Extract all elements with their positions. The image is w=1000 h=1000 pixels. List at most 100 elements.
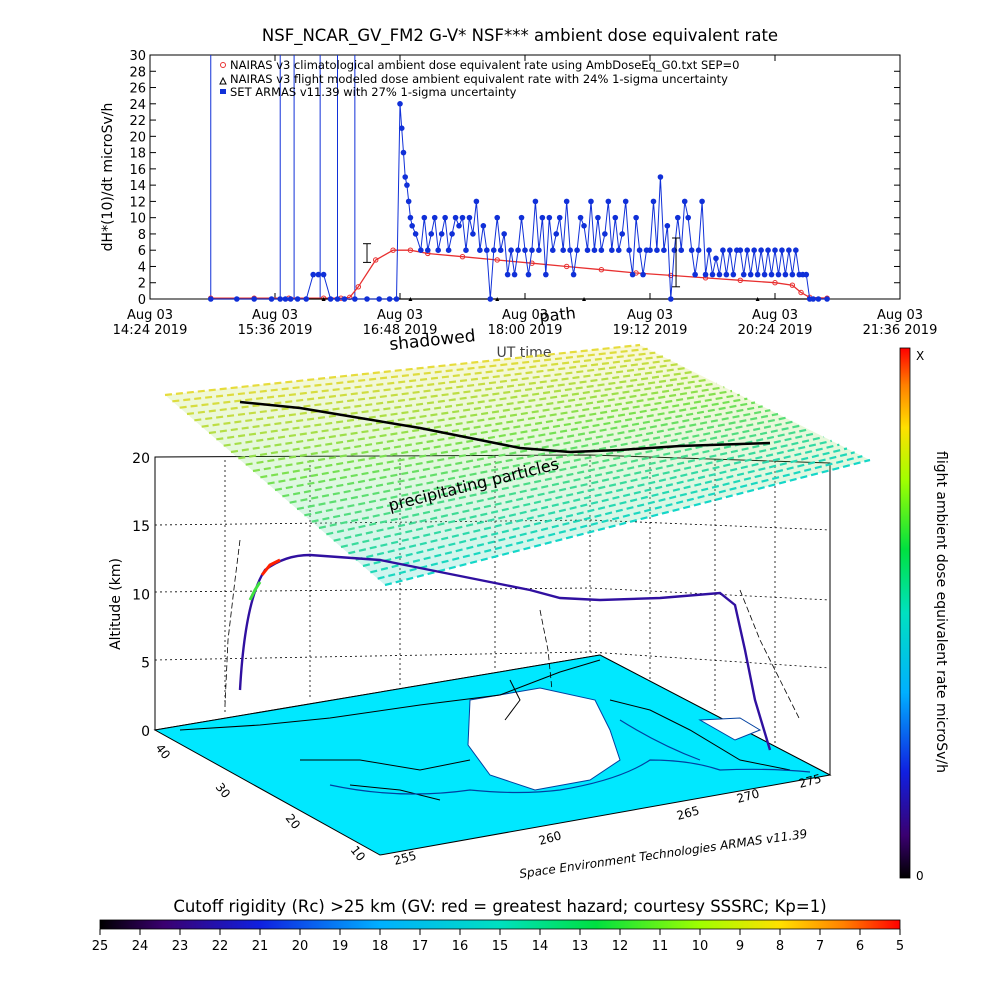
rigidity-tick-label: 10 — [692, 939, 709, 954]
colorbar-label: flight ambient dose equivalent rate micr… — [933, 451, 949, 773]
series-point-armas — [529, 247, 535, 253]
series-point-armas — [327, 296, 334, 302]
series-point-armas — [553, 231, 560, 237]
series-point-armas — [730, 271, 737, 278]
series-point-armas — [398, 125, 405, 131]
series-point-armas — [789, 271, 796, 278]
series-point-armas — [782, 271, 789, 278]
series-point-nairas-flight — [755, 297, 760, 301]
series-point-armas — [692, 271, 698, 278]
path-label: path — [538, 303, 576, 326]
longitude-tick-label: 275 — [797, 771, 823, 790]
rigidity-tick-label: 15 — [492, 939, 509, 954]
series-point-armas — [470, 231, 476, 237]
rigidity-tick-label: 23 — [172, 939, 189, 954]
map-borders — [179, 659, 791, 801]
x-tick-label-date: Aug 03 — [377, 308, 423, 323]
series-point-armas — [405, 198, 412, 205]
series-point-armas — [810, 296, 816, 302]
series-point-armas — [588, 198, 594, 205]
x-tick-label-time: 19:12 2019 — [613, 323, 688, 338]
series-point-armas — [626, 247, 632, 253]
series-point-armas — [640, 271, 646, 278]
cutoff-rigidity-colorbar: Cutoff rigidity (Rc) >25 km (GV: red = g… — [92, 897, 904, 954]
series-point-armas — [633, 214, 639, 221]
series-point-armas — [685, 214, 691, 221]
y-axis-label: dH*(10)/dt microSv/h — [100, 103, 116, 252]
series-line-0 — [210, 249, 828, 299]
series-point-armas — [438, 231, 445, 237]
series-point-nairas-clim — [355, 284, 362, 290]
y-tick-label: 2 — [138, 277, 146, 292]
series-point-nairas-clim — [494, 257, 500, 263]
cutoff-rigidity-isosurface — [164, 343, 871, 587]
y-tick-label: 8 — [138, 228, 146, 243]
series-point-armas — [612, 214, 619, 221]
series-point-armas — [688, 247, 695, 253]
series-point-armas — [532, 198, 539, 205]
isosurface-stripe — [355, 443, 840, 561]
series-point-armas — [699, 198, 705, 205]
series-point-armas — [720, 247, 726, 253]
isosurface-stripe — [296, 412, 779, 511]
series-point-nairas-clim — [459, 254, 466, 260]
series-point-armas — [681, 198, 688, 205]
isosurface-stripe — [348, 439, 832, 555]
series-point-armas — [442, 214, 448, 221]
series-point-armas — [397, 101, 403, 107]
series-point-armas — [480, 223, 487, 229]
rigidity-tick-label: 22 — [212, 939, 229, 954]
y-tick-label: 26 — [129, 82, 146, 97]
series-point-armas — [815, 296, 822, 302]
series-point-armas — [765, 247, 771, 253]
series-point-armas — [619, 231, 626, 237]
series-point-armas — [570, 271, 577, 278]
colorbar-top-label: X — [916, 349, 924, 363]
series-point-armas — [751, 247, 757, 253]
series-point-armas — [761, 271, 768, 278]
isosurface-stripe — [238, 382, 717, 460]
y-tick-label: 6 — [138, 244, 146, 259]
altitude-tick-label: 10 — [132, 587, 150, 603]
series-point-armas — [341, 296, 348, 302]
series-point-armas — [824, 296, 830, 302]
rigidity-tick-label: 17 — [412, 939, 429, 954]
y-tick-label: 24 — [129, 98, 146, 113]
series-point-armas — [744, 247, 751, 253]
series-point-armas — [609, 247, 615, 253]
series-point-armas — [740, 271, 747, 278]
series-point-armas — [803, 271, 810, 278]
dose-rate-time-series-chart: NSF_NCAR_GV_FM2 G-V* NSF*** ambient dose… — [100, 26, 937, 361]
series-point-armas — [508, 247, 514, 253]
series-point-armas — [315, 271, 322, 278]
series-point-armas — [713, 255, 719, 262]
isosurface-stripe — [326, 428, 809, 536]
dose-rate-colorbar-ramp — [899, 347, 911, 879]
legend-marker-armas — [220, 89, 226, 94]
series-line-2 — [210, 103, 828, 300]
series-point-armas — [664, 223, 671, 229]
colorbar-bottom-label: 0 — [916, 869, 924, 883]
series-point-armas — [418, 247, 424, 253]
series-point-armas — [421, 214, 428, 221]
series-point-armas — [409, 223, 415, 229]
isosurface-stripe — [318, 424, 802, 530]
series-point-nairas-flight — [408, 297, 413, 301]
longitude-tick-label: 260 — [537, 828, 563, 847]
dose-rate-colorbar: X 0 flight ambient dose equivalent rate … — [899, 347, 949, 883]
isosurface-stripe — [223, 374, 702, 447]
series-point-armas — [605, 198, 612, 205]
series-point-armas — [546, 214, 553, 221]
series-point-nairas-clim — [668, 272, 674, 279]
series-point-armas — [772, 247, 778, 253]
series-point-armas — [716, 271, 723, 278]
series-point-armas — [511, 271, 518, 278]
isosurface-stripe — [311, 420, 794, 523]
series-point-armas — [702, 271, 709, 278]
series-point-armas — [779, 247, 785, 253]
isosurface-stripe — [384, 458, 871, 587]
y-tick-label: 22 — [129, 114, 146, 129]
series-point-nairas-clim — [798, 289, 804, 296]
series-point-armas — [393, 296, 400, 302]
